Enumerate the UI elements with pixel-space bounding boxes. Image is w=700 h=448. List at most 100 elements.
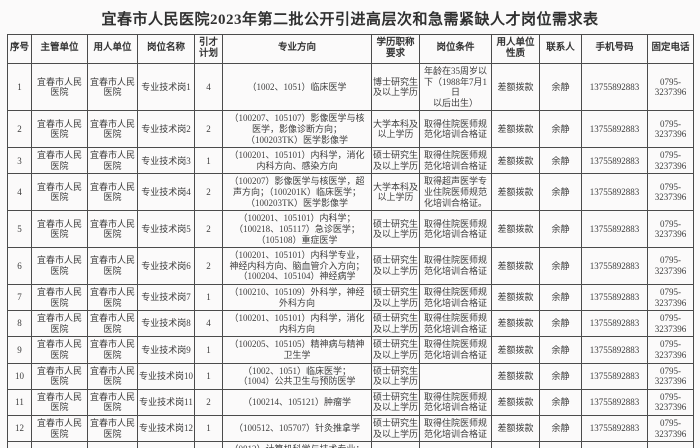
cell-employing-unit: 宜春市人民 医院	[87, 247, 138, 285]
cell-position-condition: 取得住院医师规 范化培训合格证	[419, 247, 492, 285]
cell-major-direction: （100201、105101）内科学专业， 神经内科方向、脑血管介入方向； （1…	[222, 247, 372, 285]
cell-employing-unit: 宜春市人民 医院	[87, 310, 138, 338]
column-header-mobile-number: 手机号码	[581, 34, 648, 64]
cell-quota: 1	[194, 362, 223, 390]
cell-supervising-unit: 宜春市人民 医院	[31, 62, 88, 112]
cell-landline: 0795- 3237396	[647, 110, 694, 149]
cell-mobile-number: 13755892883	[581, 415, 648, 443]
cell-contact-person: 余静	[539, 110, 582, 149]
cell-major-direction: （100512、105707）针灸推拿学	[222, 415, 372, 443]
cell-major-direction: （100214、105121）肿瘤学	[222, 388, 372, 417]
cell-mobile-number: 13755892883	[581, 441, 648, 448]
cell-position-name: 专业技术岗8	[137, 310, 195, 338]
cell-employing-unit: 宜春市人民 医院	[87, 210, 138, 249]
cell-mobile-number: 13755892883	[581, 336, 648, 364]
cell-contact-person: 余静	[539, 362, 582, 390]
cell-quota: 2	[194, 441, 223, 448]
cell-landline: 0795- 3237396	[647, 415, 694, 443]
table-row: 5 宜春市人民 医院 宜春市人民 医院 专业技术岗5 2 （100201、105101）内…	[7, 210, 694, 249]
cell-major-direction: （100201、105101）内科学，消化 内科方向、感染方向	[222, 147, 372, 175]
cell-position-name: 专业技术岗6	[137, 247, 195, 285]
cell-employing-unit: 宜春市人民 医院	[87, 173, 138, 212]
cell-education-requirement: 硕士研究生 及以上学历	[371, 247, 420, 285]
cell-major-direction: （100205、105105）精神病与精神 卫生学	[222, 336, 372, 364]
cell-no: 13	[7, 441, 32, 448]
cell-education-requirement: 硕士研究生 及以上学历	[371, 388, 420, 417]
cell-supervising-unit: 宜春市人民 医院	[31, 247, 88, 285]
cell-quota: 1	[194, 283, 223, 312]
table-row: 4 宜春市人民 医院 宜春市人民 医院 专业技术岗4 2 （100207）影像医学与核医学…	[7, 173, 694, 212]
cell-major-direction: （100210、105109）外科学，神经 外科方向	[222, 283, 372, 312]
cell-position-condition: 取得住院医师规 范化培训合格证	[419, 415, 492, 443]
cell-supervising-unit: 宜春市人民 医院	[31, 147, 88, 175]
cell-landline: 0795- 3237396	[647, 62, 694, 112]
cell-landline: 0795- 3237396	[647, 362, 694, 390]
cell-funding-type: 差额拨款	[491, 173, 540, 212]
cell-major-direction: （100201、105101）内科学，消化 内科方向	[222, 310, 372, 338]
cell-education-requirement: 硕士研究生 及以上学历	[371, 415, 420, 443]
cell-employing-unit: 宜春市人民 医院	[87, 362, 138, 390]
cell-position-condition: 取得超声医学专 业住院医师规范 化培训合格证。	[419, 173, 492, 212]
cell-quota: 1	[194, 336, 223, 364]
cell-major-direction: （100207）影像医学与核医学，超 声方向；（100201K）临床医学； （1…	[222, 173, 372, 212]
page-title: 宜春市人民医院2023年第二批公开引进高层次和急需紧缺人才岗位需求表	[101, 12, 599, 28]
cell-funding-type: 差额拨款	[491, 336, 540, 364]
cell-no: 11	[7, 388, 32, 417]
table-row: 3 宜春市人民 医院 宜春市人民 医院 专业技术岗3 1 （100201、105101）内…	[7, 147, 694, 175]
cell-funding-type: 差额拨款	[491, 362, 540, 390]
cell-position-name: 专业技术岗13	[137, 441, 195, 448]
cell-funding-type: 差额拨款	[491, 283, 540, 312]
cell-employing-unit: 宜春市人民 医院	[87, 62, 138, 112]
cell-supervising-unit: 宜春市人民 医院	[31, 310, 88, 338]
cell-education-requirement: 博士研究生 及以上学历	[371, 62, 420, 112]
cell-mobile-number: 13755892883	[581, 310, 648, 338]
cell-no: 9	[7, 336, 32, 364]
cell-position-condition: 取得住院医师规 范化培训合格证	[419, 210, 492, 249]
cell-contact-person: 余静	[539, 336, 582, 364]
column-header-quota: 引才 计划	[194, 34, 223, 64]
table-row: 7 宜春市人民 医院 宜春市人民 医院 专业技术岗7 1 （100210、105109）外…	[7, 283, 694, 312]
cell-funding-type: 差额拨款	[491, 310, 540, 338]
cell-landline: 0795- 3237396	[647, 441, 694, 448]
cell-funding-type: 差额拨款	[491, 441, 540, 448]
cell-quota: 4	[194, 62, 223, 112]
table-row: 2 宜春市人民 医院 宜春市人民 医院 专业技术岗2 2 （100207、105107）影…	[7, 110, 694, 149]
cell-employing-unit: 宜春市人民 医院	[87, 441, 138, 448]
cell-quota: 2	[194, 210, 223, 249]
cell-contact-person: 余静	[539, 415, 582, 443]
cell-contact-person: 余静	[539, 247, 582, 285]
column-header-no: 序号	[7, 34, 32, 64]
cell-contact-person: 余静	[539, 62, 582, 112]
cell-contact-person: 余静	[539, 388, 582, 417]
cell-position-name: 专业技术岗9	[137, 336, 195, 364]
cell-supervising-unit: 宜春市人民 医院	[31, 110, 88, 149]
column-header-contact-person: 联系人	[539, 34, 582, 64]
cell-position-condition: 取得住院医师规 范化培训合格证	[419, 310, 492, 338]
cell-major-direction: （1002、1051）临床医学	[222, 62, 372, 112]
cell-position-condition: 取得住院医师规 范化培训合格证	[419, 283, 492, 312]
cell-funding-type: 差额拨款	[491, 147, 540, 175]
cell-education-requirement: 硕士研究生 及以上学历	[371, 362, 420, 390]
cell-mobile-number: 13755892883	[581, 247, 648, 285]
cell-quota: 2	[194, 173, 223, 212]
cell-landline: 0795- 3237396	[647, 247, 694, 285]
cell-mobile-number: 13755892883	[581, 173, 648, 212]
cell-position-condition	[419, 441, 492, 448]
cell-position-name: 专业技术岗10	[137, 362, 195, 390]
cell-education-requirement: 大学本科及 以上学历	[371, 173, 420, 212]
column-header-position-name: 岗位名称	[137, 34, 195, 64]
column-header-position-condition: 岗位条件	[419, 34, 492, 64]
cell-employing-unit: 宜春市人民 医院	[87, 147, 138, 175]
table-row: 10 宜春市人民 医院 宜春市人民 医院 专业技术岗10 1 （1002、1051）临床医…	[7, 362, 694, 390]
cell-education-requirement: 大学本科及 以上学历	[371, 110, 420, 149]
cell-no: 10	[7, 362, 32, 390]
cell-position-name: 专业技术岗12	[137, 415, 195, 443]
cell-funding-type: 差额拨款	[491, 388, 540, 417]
cell-landline: 0795- 3237396	[647, 147, 694, 175]
cell-employing-unit: 宜春市人民 医院	[87, 415, 138, 443]
cell-landline: 0795- 3237396	[647, 388, 694, 417]
table-row: 1 宜春市人民 医院 宜春市人民 医院 专业技术岗1 4 （1002、1051）临床医学博…	[7, 62, 694, 112]
cell-employing-unit: 宜春市人民 医院	[87, 283, 138, 312]
